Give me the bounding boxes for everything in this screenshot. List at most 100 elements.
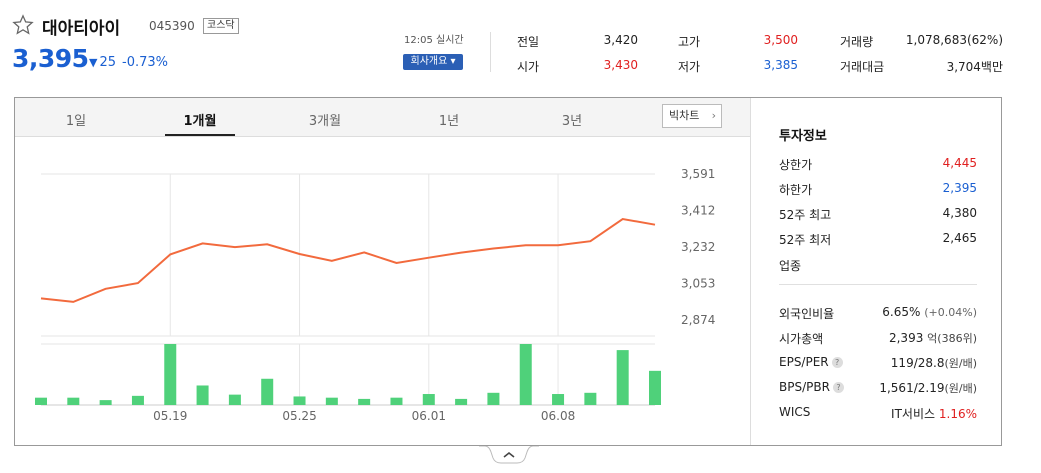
eps-per-text: EPS/PER — [779, 355, 829, 369]
volume-bar — [67, 397, 80, 405]
company-overview-button[interactable]: 회사개요 ▾ — [403, 54, 463, 70]
market-cap-unit: 억(386위) — [927, 332, 977, 345]
down-triangle-icon: ▼ — [89, 56, 98, 69]
open-value: 3,430 — [603, 58, 638, 72]
chart-panel — [14, 97, 1002, 446]
info-separator — [779, 284, 977, 285]
invest-info-title: 투자정보 — [779, 129, 827, 144]
foreign-ratio-number: 6.65% — [882, 305, 921, 319]
foreign-ratio-label: 외국인비율 — [779, 307, 835, 321]
x-tick-label: 05.19 — [153, 409, 187, 423]
star-outline-icon[interactable] — [12, 14, 34, 36]
realtime-timestamp: 12:05 실시간 — [404, 35, 464, 46]
volume-bar — [649, 370, 661, 405]
volume-bar — [358, 398, 371, 405]
lower-limit-value: 2,395 — [942, 181, 977, 195]
open-label: 시가 — [517, 60, 540, 74]
help-icon[interactable]: ? — [831, 357, 843, 368]
y-tick-label: 3,412 — [681, 203, 715, 217]
bigchart-button[interactable]: 빅차트 › — [662, 104, 722, 128]
eps-per-value: 119/28.8(원/배) — [837, 355, 977, 371]
wics-percent: 1.16% — [938, 407, 977, 421]
high52-label: 52주 최고 — [779, 208, 832, 222]
volume-bar — [519, 344, 532, 405]
foreign-ratio-value: 6.65% (+0.04%) — [837, 305, 977, 319]
info-divider — [750, 98, 751, 445]
bigchart-label: 빅차트 — [669, 109, 700, 122]
prev-close-value: 3,420 — [603, 33, 638, 47]
volume-bar — [99, 400, 112, 405]
eps-per-label: EPS/PER? — [779, 355, 843, 369]
chevron-up-icon — [503, 451, 515, 458]
period-tab-bar — [15, 98, 750, 137]
volume-bar — [261, 378, 274, 405]
volume-bar — [325, 397, 338, 405]
tab-3month[interactable]: 3개월 — [308, 114, 342, 129]
amount-label: 거래대금 — [840, 60, 885, 74]
market-cap-number: 2,393 — [888, 331, 924, 345]
price-change: ▼ 25 -0.73% — [89, 55, 168, 70]
high-label: 고가 — [678, 35, 701, 49]
eps-per-unit: (원/배) — [944, 357, 977, 370]
low-label: 저가 — [678, 60, 701, 74]
tab-3year[interactable]: 3년 — [561, 114, 583, 129]
eps-per-number: 119/28.8 — [890, 356, 945, 370]
volume-label: 거래량 — [840, 35, 874, 49]
help-icon[interactable]: ? — [832, 382, 844, 393]
wics-industry[interactable]: IT서비스 — [891, 407, 936, 421]
volume-bar — [616, 350, 629, 405]
volume-bar — [164, 344, 177, 405]
upper-limit-value: 4,445 — [942, 156, 977, 170]
price-line — [40, 217, 656, 303]
volume-bar — [422, 394, 435, 405]
y-tick-label: 2,874 — [681, 313, 715, 327]
wics-value: IT서비스 1.16% — [837, 405, 977, 422]
y-tick-label: 3,591 — [681, 167, 715, 181]
price-chart: 3,591 3,412 3,232 3,053 2,874 05.19 05.25 06.01… — [35, 167, 715, 423]
low-value: 3,385 — [763, 58, 798, 72]
prev-close-label: 전일 — [517, 35, 540, 49]
header-divider — [490, 32, 491, 72]
bps-pbr-text: BPS/PBR — [779, 380, 830, 394]
high-value: 3,500 — [763, 33, 798, 47]
x-tick-label: 05.25 — [282, 409, 316, 423]
low52-value: 2,465 — [942, 231, 977, 245]
x-tick-label: 06.08 — [541, 409, 575, 423]
foreign-ratio-change: (+0.04%) — [924, 306, 977, 319]
amount-value: 3,704백만 — [946, 60, 1003, 74]
collapse-chart-button[interactable] — [479, 446, 539, 464]
stock-code: 045390 — [149, 19, 195, 33]
x-tick-label: 06.01 — [412, 409, 446, 423]
volume-bar — [228, 394, 241, 405]
upper-limit-label: 상한가 — [779, 158, 813, 172]
market-cap-label: 시가총액 — [779, 332, 824, 346]
volume-bar — [131, 395, 144, 405]
volume-bar — [293, 396, 306, 405]
tab-1day[interactable]: 1일 — [65, 114, 87, 129]
y-tick-label: 3,053 — [681, 277, 715, 291]
tab-1year[interactable]: 1년 — [438, 114, 460, 129]
volume-bar — [196, 385, 209, 405]
volume-bar — [584, 392, 597, 405]
market-badge: 코스닥 — [203, 18, 239, 34]
tab-1month[interactable]: 1개월 — [183, 114, 217, 129]
bps-pbr-label: BPS/PBR? — [779, 380, 844, 394]
bps-pbr-value: 1,561/2.19(원/배) — [837, 380, 977, 396]
change-amount: 25 — [99, 55, 117, 70]
volume-bar — [455, 398, 468, 405]
stock-name: 대아티아이 — [42, 19, 121, 39]
low52-label: 52주 최저 — [779, 233, 832, 247]
lower-limit-label: 하한가 — [779, 183, 813, 197]
volume-bar — [487, 392, 500, 405]
volume-value: 1,078,683(62%) — [905, 33, 1003, 47]
volume-bar — [35, 397, 47, 405]
wics-label: WICS — [779, 405, 811, 419]
volume-bar — [552, 394, 565, 405]
active-tab-underline — [165, 134, 235, 136]
high52-value: 4,380 — [942, 206, 977, 220]
bps-pbr-unit: (원/배) — [944, 382, 977, 395]
volume-bar — [390, 397, 403, 405]
change-percent: -0.73% — [122, 55, 169, 70]
chevron-right-icon: › — [711, 109, 716, 122]
bps-pbr-number: 1,561/2.19 — [879, 381, 945, 395]
